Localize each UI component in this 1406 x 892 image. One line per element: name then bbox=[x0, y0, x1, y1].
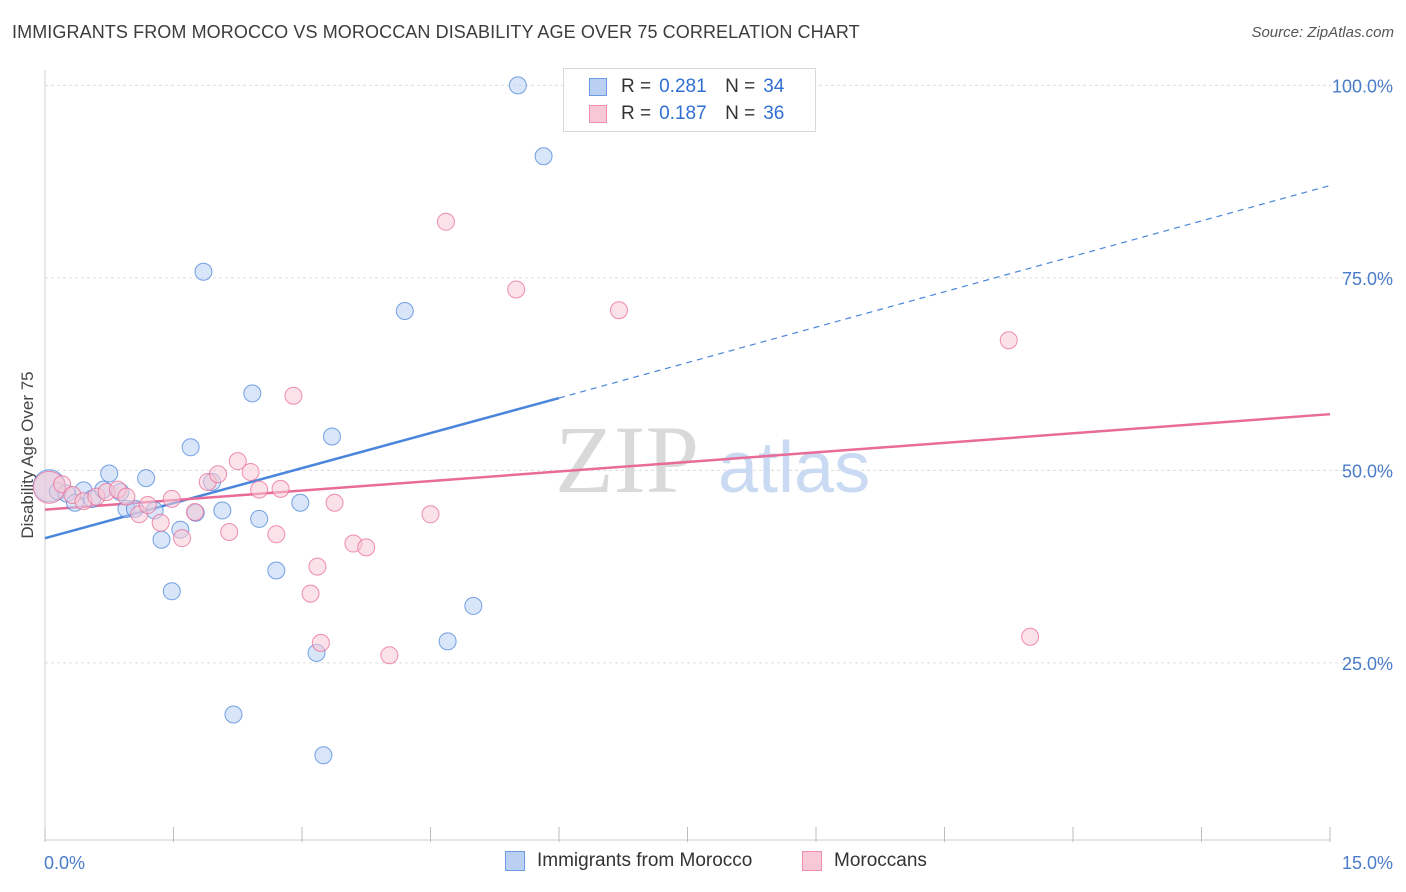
data-point bbox=[357, 538, 376, 557]
data-point bbox=[224, 705, 243, 724]
series-legend-item-morocco: Immigrants from Morocco bbox=[505, 850, 752, 872]
data-point bbox=[438, 632, 457, 651]
series-legend-label: Immigrants from Morocco bbox=[537, 850, 753, 871]
data-point bbox=[100, 464, 119, 483]
watermark: ZIP atlas bbox=[555, 406, 870, 513]
data-point bbox=[250, 480, 269, 499]
series-legend-item-moroccans: Moroccans bbox=[802, 850, 927, 872]
data-point bbox=[152, 530, 171, 549]
data-point bbox=[181, 438, 200, 457]
data-point bbox=[314, 746, 333, 765]
data-point bbox=[213, 501, 232, 520]
data-point bbox=[162, 582, 181, 601]
data-points bbox=[32, 76, 1040, 765]
x-tick-label: 15.0% bbox=[1342, 853, 1393, 873]
data-point bbox=[117, 487, 136, 506]
source-credit: Source: ZipAtlas.com bbox=[1251, 24, 1394, 41]
series-legend: Immigrants from Morocco Moroccans bbox=[0, 850, 1406, 878]
y-tick-label: 50.0% bbox=[1342, 461, 1393, 481]
data-point bbox=[138, 496, 157, 515]
data-point bbox=[209, 465, 228, 484]
data-point bbox=[271, 479, 290, 498]
trend-line-extension bbox=[558, 184, 1331, 399]
legend-n-value: 36 bbox=[763, 103, 785, 124]
legend-swatch-moroccans bbox=[589, 105, 607, 123]
legend-n-label: N = bbox=[725, 103, 756, 124]
legend-r-value: 0.187 bbox=[659, 103, 707, 124]
series-legend-label: Moroccans bbox=[834, 850, 927, 871]
legend-r-label: R = bbox=[621, 76, 652, 97]
data-point bbox=[534, 147, 553, 166]
legend-r-label: R = bbox=[621, 103, 652, 124]
data-point bbox=[609, 301, 628, 320]
legend-n-value: 34 bbox=[763, 76, 785, 97]
series-swatch-morocco bbox=[505, 851, 525, 871]
data-point bbox=[311, 633, 330, 652]
y-tick-label: 25.0% bbox=[1342, 654, 1393, 674]
y-tick-label: 100.0% bbox=[1332, 76, 1393, 96]
legend-r-value: 0.281 bbox=[659, 76, 707, 97]
data-point bbox=[284, 386, 303, 405]
data-point bbox=[243, 384, 262, 403]
data-point bbox=[137, 469, 156, 488]
legend-row-morocco: R = 0.281 N = 34 bbox=[589, 75, 784, 99]
data-point bbox=[380, 646, 399, 665]
data-point bbox=[173, 529, 192, 548]
data-point bbox=[291, 493, 310, 512]
data-point bbox=[325, 493, 344, 512]
legend-row-moroccans: R = 0.187 N = 36 bbox=[589, 102, 784, 126]
chart-title: IMMIGRANTS FROM MOROCCO VS MOROCCAN DISA… bbox=[12, 22, 860, 42]
data-point bbox=[507, 280, 526, 299]
watermark-zip: ZIP bbox=[555, 406, 699, 513]
correlation-legend: R = 0.281 N = 34 R = 0.187 N = 36 bbox=[563, 68, 816, 132]
data-point bbox=[194, 262, 213, 281]
tick-labels: 25.0% 50.0% 75.0% 100.0% 0.0% 15.0% bbox=[44, 76, 1393, 873]
data-point bbox=[322, 427, 341, 446]
data-point bbox=[308, 557, 327, 576]
data-point bbox=[1021, 627, 1040, 646]
data-point bbox=[185, 502, 204, 521]
data-point bbox=[151, 513, 170, 532]
gridlines bbox=[45, 84, 1392, 664]
data-point bbox=[464, 596, 483, 615]
data-point bbox=[395, 302, 414, 321]
data-point bbox=[250, 509, 269, 528]
data-point bbox=[436, 212, 455, 231]
watermark-atlas: atlas bbox=[718, 428, 870, 508]
data-point bbox=[162, 489, 181, 508]
axes bbox=[44, 70, 1331, 842]
trend-line bbox=[44, 396, 560, 540]
series-swatch-moroccans bbox=[802, 851, 822, 871]
legend-n-label: N = bbox=[725, 76, 756, 97]
data-point bbox=[220, 523, 239, 541]
data-point bbox=[301, 584, 320, 603]
x-tick-label: 0.0% bbox=[44, 853, 85, 873]
data-point bbox=[267, 561, 286, 580]
legend-swatch-morocco bbox=[589, 78, 607, 96]
data-point bbox=[508, 76, 527, 95]
data-point bbox=[241, 462, 260, 481]
y-tick-label: 75.0% bbox=[1342, 269, 1393, 289]
data-point bbox=[421, 505, 440, 524]
data-point bbox=[267, 525, 286, 544]
data-point bbox=[228, 452, 247, 471]
data-point bbox=[999, 331, 1018, 350]
